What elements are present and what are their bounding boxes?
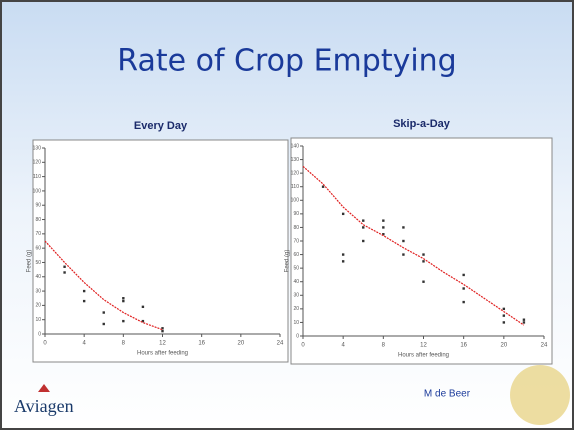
data-point: [122, 320, 124, 322]
y-tick-label: 120: [291, 170, 300, 176]
data-point: [362, 240, 364, 242]
author: M de Beer: [424, 389, 471, 400]
y-tick-label: 30: [293, 293, 299, 299]
data-point: [523, 321, 525, 323]
data-point: [83, 290, 85, 292]
y-tick-label: 120: [33, 160, 42, 166]
y-tick-label: 140: [291, 143, 300, 149]
slide-title: Rate of Crop Emptying: [117, 44, 456, 79]
y-tick-label: 50: [293, 265, 299, 271]
y-tick-label: 90: [293, 211, 299, 217]
x-tick-label: 20: [500, 343, 507, 349]
data-point: [342, 253, 344, 255]
data-point: [63, 271, 65, 273]
data-point: [503, 321, 505, 323]
y-tick-label: 40: [293, 279, 299, 285]
y-tick-label: 50: [35, 260, 41, 266]
data-point: [462, 287, 464, 289]
y-tick-label: 0: [38, 331, 41, 337]
logo: Aviagen: [14, 396, 74, 416]
chart-title: Every Day: [134, 120, 188, 132]
y-tick-label: 40: [35, 274, 41, 280]
chart-frame: [291, 138, 552, 364]
y-tick-label: 90: [35, 203, 41, 209]
y-tick-label: 30: [35, 288, 41, 294]
y-tick-label: 80: [35, 217, 41, 223]
data-point: [503, 308, 505, 310]
data-point: [103, 311, 105, 313]
y-axis-label: Feed (g): [285, 250, 291, 273]
y-tick-label: 70: [293, 238, 299, 244]
y-tick-label: 100: [291, 198, 300, 204]
y-axis-label: Feed (g): [27, 250, 33, 273]
chick-image: [510, 365, 570, 425]
data-point: [142, 306, 144, 308]
data-point: [122, 300, 124, 302]
x-tick-label: 16: [460, 343, 467, 349]
data-point: [382, 219, 384, 221]
y-tick-label: 100: [33, 188, 42, 194]
y-tick-label: 10: [35, 317, 41, 323]
x-tick-label: 12: [420, 343, 427, 349]
y-tick-label: 110: [291, 184, 299, 190]
data-point: [63, 266, 65, 268]
x-tick-label: 20: [237, 341, 244, 347]
data-point: [462, 301, 464, 303]
y-tick-label: 20: [293, 306, 299, 312]
data-point: [422, 260, 424, 262]
data-point: [103, 323, 105, 325]
y-tick-label: 10: [293, 320, 299, 326]
data-point: [382, 226, 384, 228]
y-tick-label: 130: [291, 157, 300, 163]
y-tick-label: 0: [296, 333, 299, 339]
data-point: [402, 226, 404, 228]
data-point: [402, 253, 404, 255]
y-tick-label: 60: [293, 252, 299, 258]
data-point: [503, 314, 505, 316]
x-axis-label: Hours after feeding: [398, 353, 449, 359]
data-point: [342, 213, 344, 215]
data-point: [122, 297, 124, 299]
data-point: [523, 319, 525, 321]
x-tick-label: 24: [277, 341, 284, 347]
data-point: [342, 260, 344, 262]
data-point: [402, 240, 404, 242]
y-tick-label: 110: [33, 174, 41, 180]
chart-title: Skip-a-Day: [393, 118, 451, 130]
data-point: [422, 253, 424, 255]
x-tick-label: 24: [541, 343, 548, 349]
data-point: [362, 219, 364, 221]
slide: Rate of Crop Emptying M de Beer Aviagen …: [0, 0, 574, 430]
data-point: [362, 226, 364, 228]
y-tick-label: 60: [35, 245, 41, 251]
y-tick-label: 130: [33, 145, 42, 151]
data-point: [462, 274, 464, 276]
data-point: [422, 281, 424, 283]
y-tick-label: 70: [35, 231, 41, 237]
x-axis-label: Hours after feeding: [137, 351, 188, 357]
y-tick-label: 80: [293, 225, 299, 231]
x-tick-label: 12: [159, 341, 166, 347]
data-point: [83, 300, 85, 302]
y-tick-label: 20: [35, 303, 41, 309]
x-tick-label: 16: [198, 341, 205, 347]
data-point: [161, 330, 163, 332]
